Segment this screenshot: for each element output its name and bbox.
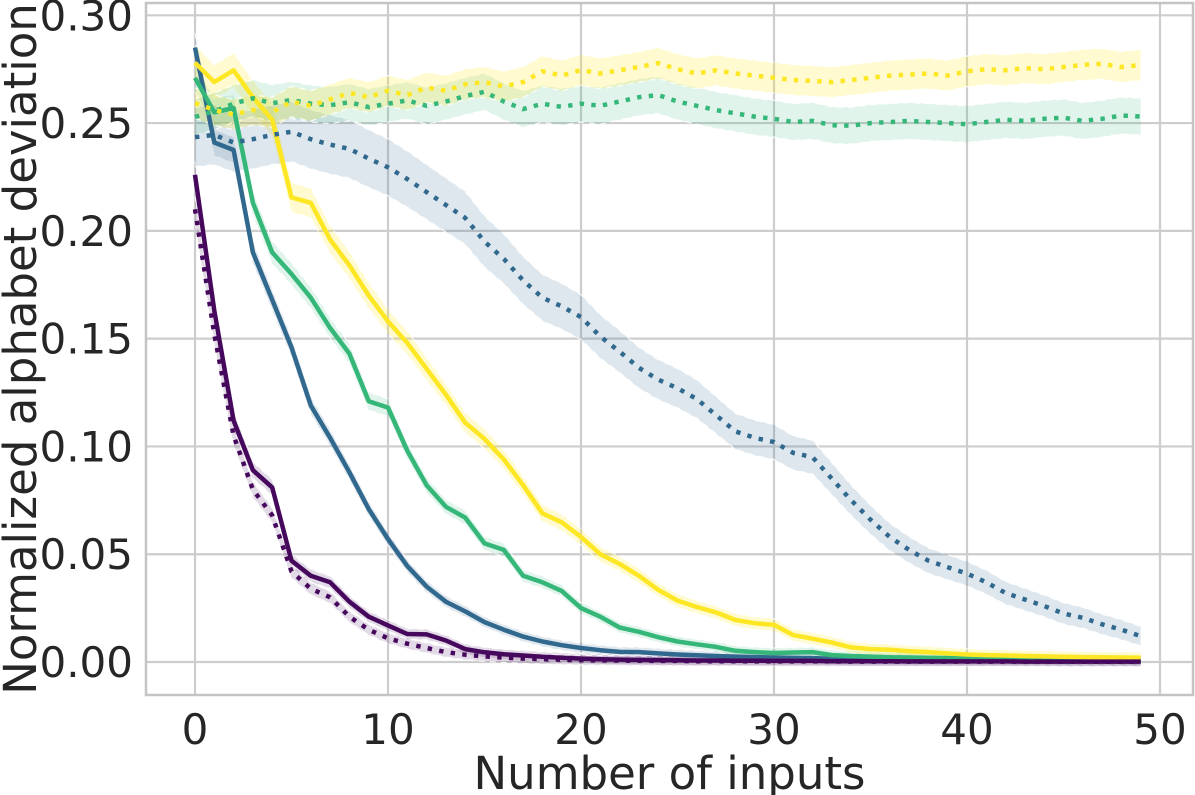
- x-tick-label-40: 40: [940, 705, 993, 754]
- y-tick-labels: 0.00 0.05 0.10 0.15 0.20 0.25 0.30: [39, 0, 133, 687]
- x-tick-label-50: 50: [1133, 705, 1186, 754]
- series-line-purple-dotted: [192, 208, 1141, 665]
- plot-border: [144, 1, 1195, 697]
- y-tick-label-0.30: 0.30: [39, 0, 133, 40]
- y-axis-label: Normalized alphabet deviation: [0, 3, 47, 695]
- x-tick-label-10: 10: [361, 705, 414, 754]
- y-tick-label-0.00: 0.00: [39, 638, 133, 687]
- band-edge-lower-green-dotted: [194, 109, 1141, 145]
- y-tick-label-0.25: 0.25: [39, 99, 133, 148]
- series-line-yellow-solid: [193, 61, 1141, 660]
- y-tick-label-0.10: 0.10: [39, 422, 133, 471]
- band-edge-lower-purple-dotted: [194, 222, 1141, 668]
- confidence-bands: [194, 32, 1141, 668]
- band-edge-upper-yellow-solid: [194, 44, 1141, 653]
- x-tick-labels: 0 10 20 30 40 50: [182, 705, 1187, 754]
- series-lines: [192, 47, 1142, 665]
- confidence-band-green-dotted: [195, 73, 1141, 144]
- series-line-yellow-dotted: [194, 60, 1141, 117]
- y-tick-label-0.05: 0.05: [39, 530, 133, 579]
- band-edge-upper-blue-dotted: [194, 101, 1141, 628]
- confidence-band-yellow-dotted: [195, 47, 1141, 130]
- confidence-band-blue-dotted: [195, 101, 1141, 646]
- series-line-green-solid: [193, 76, 1141, 663]
- band-edge-lower-yellow-dotted: [194, 77, 1141, 131]
- band-edge-lower-blue-dotted: [194, 160, 1141, 647]
- band-edge-upper-yellow-dotted: [194, 47, 1141, 100]
- y-tick-label-0.15: 0.15: [39, 315, 133, 364]
- x-axis-label: Number of inputs: [474, 747, 866, 795]
- series-line-blue-dotted: [194, 129, 1142, 639]
- x-tick-label-0: 0: [182, 705, 209, 754]
- y-tick-label-0.20: 0.20: [39, 207, 133, 256]
- gridlines: [146, 3, 1193, 695]
- x-tick-label-30: 30: [747, 705, 800, 754]
- band-edge-lower-purple-solid: [194, 188, 1141, 667]
- x-tick-label-20: 20: [554, 705, 607, 754]
- band-edge-upper-green-dotted: [194, 72, 1141, 108]
- series-line-purple-solid: [192, 174, 1141, 664]
